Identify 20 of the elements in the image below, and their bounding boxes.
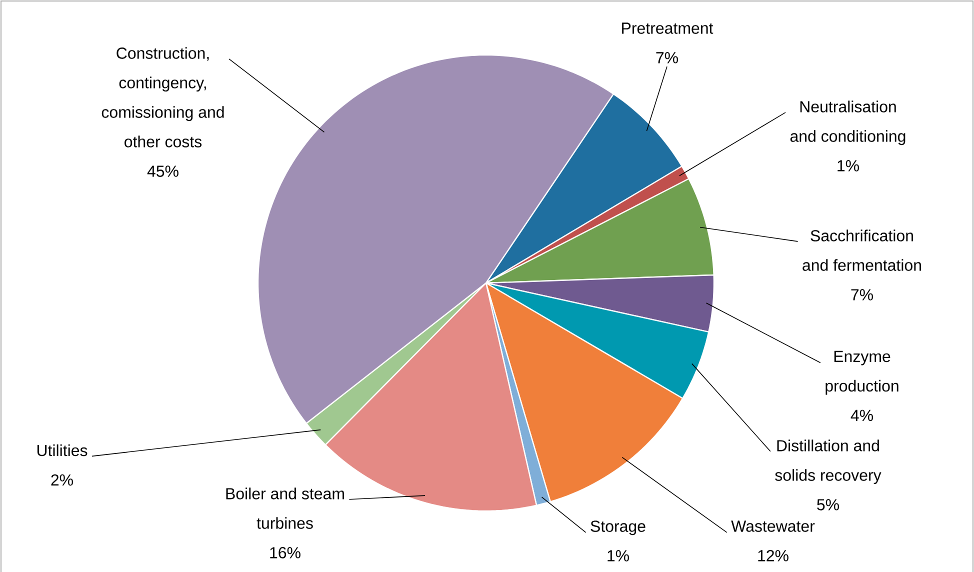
slice-label: Utilities [37, 444, 88, 456]
data-label: 1% [608, 550, 629, 562]
data-label: 5% [817, 499, 839, 510]
data-label: 12% [758, 550, 788, 562]
data-label: 7% [851, 289, 873, 300]
slice-label: Enzyme production [826, 350, 898, 395]
slice-label: Pretreatment [622, 22, 714, 34]
slice-label: Wastewater [731, 520, 815, 532]
slice-label: Neutralisation and conditioning [790, 100, 906, 146]
slice-label: Distillation and solids recovery [775, 440, 882, 484]
data-label: 16% [270, 547, 300, 558]
data-label: 7% [656, 52, 678, 64]
slice-label: Sacchrification and fermentation [802, 230, 921, 271]
data-label: 2% [51, 474, 74, 486]
data-label: 45% [147, 166, 178, 177]
data-label: 1% [838, 160, 859, 172]
data-label: 4% [850, 410, 873, 422]
slice-label: Storage [590, 520, 646, 536]
slice-label: Boiler and steam turbines [226, 488, 344, 529]
slice-label: Construction, contingency, comissioning and other costs [102, 47, 224, 148]
